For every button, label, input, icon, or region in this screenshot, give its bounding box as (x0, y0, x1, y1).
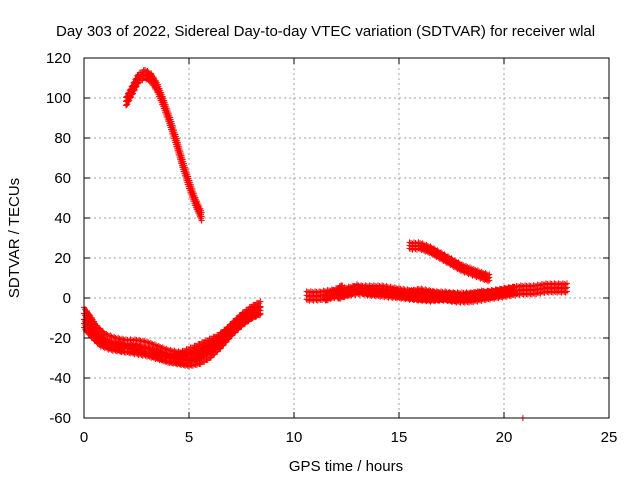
data-point (486, 277, 493, 284)
data-point (496, 293, 503, 300)
data-point (145, 77, 152, 84)
chart-title: Day 303 of 2022, Sidereal Day-to-day VTE… (56, 23, 595, 40)
data-point (198, 209, 205, 216)
x-tick-label: 25 (601, 429, 618, 446)
data-point (537, 290, 544, 297)
data-point (562, 281, 569, 288)
data-point (561, 281, 568, 287)
x-axis-label: GPS time / hours (289, 458, 403, 475)
data-point (511, 284, 518, 290)
data-point (141, 75, 148, 81)
data-point (491, 294, 498, 301)
data-point (134, 80, 141, 87)
y-tick-label: 80 (54, 130, 71, 147)
data-point (129, 91, 136, 97)
data-point (126, 95, 133, 102)
data-point (123, 101, 130, 108)
x-tick-label: 10 (286, 429, 303, 446)
data-point (564, 280, 570, 287)
data-point (255, 310, 262, 317)
grid-lines (84, 58, 609, 418)
data-point (123, 102, 129, 109)
data-point (198, 217, 205, 224)
data-point (480, 288, 486, 294)
data-point (144, 68, 151, 74)
y-tick-label: 100 (46, 90, 71, 107)
data-point (128, 91, 135, 98)
data-point (255, 304, 262, 311)
data-point (127, 94, 134, 101)
data-point (477, 295, 484, 302)
x-tick-label: 5 (185, 429, 193, 446)
data-point (134, 72, 141, 79)
y-tick-label: 40 (54, 210, 71, 227)
data-point (193, 362, 200, 369)
series-arc-mid-c (406, 285, 486, 305)
data-point (180, 360, 187, 367)
data-point (125, 98, 132, 105)
data-point (409, 294, 416, 301)
data-point (132, 84, 139, 91)
y-tick-label: 120 (46, 50, 71, 67)
data-point (131, 87, 138, 94)
y-tick-label: -40 (49, 370, 71, 387)
data-point (564, 288, 570, 295)
data-point (133, 83, 140, 90)
x-tick-label: 20 (496, 429, 513, 446)
data-point (480, 294, 486, 300)
data-point (473, 295, 480, 302)
data-point (533, 283, 540, 290)
y-tick-label: -20 (49, 330, 71, 347)
data-point (508, 291, 515, 298)
y-tick-label: 60 (54, 170, 71, 187)
series-arc-upper-right (406, 239, 493, 285)
data-point (504, 291, 511, 298)
data-point (461, 298, 468, 305)
data-point (319, 289, 325, 296)
data-point (145, 69, 152, 76)
data-point (257, 298, 264, 305)
data-point (487, 294, 494, 301)
data-point (465, 297, 472, 304)
data-series (81, 67, 570, 421)
y-axis-ticks: -60 -40 -20 0 20 40 60 80 100 120 (46, 50, 609, 427)
data-point (124, 98, 131, 105)
series-arc-low-c (175, 304, 262, 362)
x-tick-label: 0 (80, 429, 88, 446)
data-point (413, 293, 420, 300)
data-point (485, 278, 492, 285)
data-point (533, 291, 540, 298)
data-point (562, 289, 569, 296)
plot-frame (83, 57, 610, 419)
y-tick-label: -60 (49, 410, 71, 427)
x-tick-label: 15 (391, 429, 408, 446)
y-axis-label: SDTVAR / TECUs (6, 178, 23, 298)
data-point (130, 88, 137, 94)
x-axis-ticks: 0 5 10 15 20 25 (80, 58, 618, 446)
y-tick-label: 0 (63, 290, 71, 307)
y-tick-label: 20 (54, 250, 71, 267)
data-point (141, 67, 148, 73)
data-point (486, 271, 493, 278)
data-point (500, 292, 507, 299)
data-point (561, 289, 568, 295)
data-point (469, 296, 476, 303)
data-point (511, 290, 518, 296)
series-arc-high (123, 67, 205, 224)
data-point (537, 282, 544, 289)
